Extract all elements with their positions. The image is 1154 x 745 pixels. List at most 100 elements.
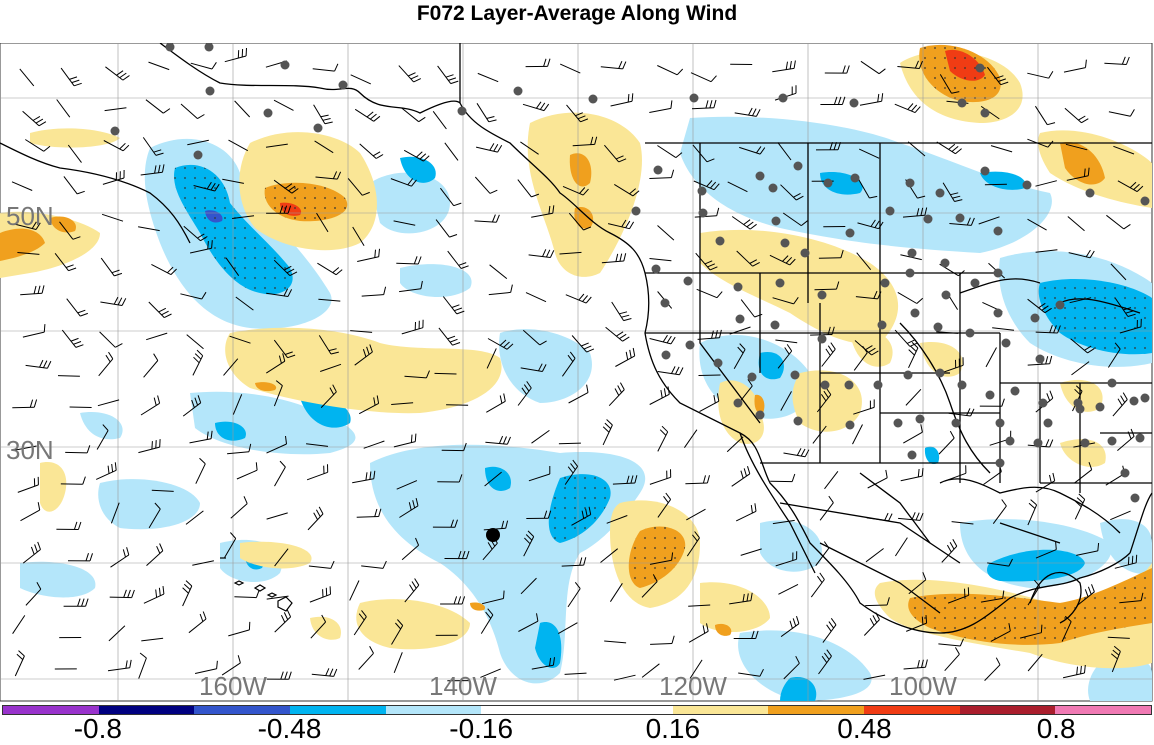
station-dot bbox=[1136, 434, 1145, 443]
station-dot bbox=[794, 162, 803, 171]
weather-map: 50N 30N 160W 140W 120W 100W bbox=[0, 43, 1154, 703]
station-dot bbox=[1121, 469, 1130, 478]
lon-label-100w: 100W bbox=[889, 671, 957, 701]
station-dot bbox=[1086, 189, 1095, 198]
station-dot bbox=[994, 269, 1003, 278]
station-dot bbox=[986, 391, 995, 400]
station-dot bbox=[779, 94, 788, 103]
station-dot bbox=[850, 99, 859, 108]
station-dot bbox=[924, 215, 933, 224]
station-dot bbox=[458, 107, 467, 116]
station-dot bbox=[589, 95, 598, 104]
station-dot bbox=[769, 184, 778, 193]
station-dot bbox=[996, 419, 1005, 428]
station-dot bbox=[941, 259, 950, 268]
station-dot bbox=[772, 217, 781, 226]
wind-barb bbox=[699, 375, 721, 376]
colorbar-label: 0.16 bbox=[646, 713, 701, 745]
station-dot bbox=[1036, 355, 1045, 364]
station-dot bbox=[906, 179, 915, 188]
station-dot bbox=[908, 249, 917, 258]
station-dot bbox=[690, 94, 699, 103]
station-dot bbox=[824, 179, 833, 188]
station-dot bbox=[894, 419, 903, 428]
station-dot bbox=[996, 459, 1005, 468]
station-dot bbox=[958, 381, 967, 390]
station-dot bbox=[846, 229, 855, 238]
station-dot bbox=[936, 369, 945, 378]
station-dot bbox=[936, 189, 945, 198]
station-dot bbox=[661, 299, 670, 308]
station-dot bbox=[994, 309, 1003, 318]
station-dot bbox=[971, 279, 980, 288]
station-dot bbox=[699, 209, 708, 218]
station-dot bbox=[1034, 439, 1043, 448]
station-dot bbox=[281, 61, 290, 70]
station-dot bbox=[1108, 379, 1117, 388]
station-dot bbox=[851, 174, 860, 183]
station-dot bbox=[1130, 397, 1139, 406]
station-dot bbox=[1002, 339, 1011, 348]
station-dot bbox=[264, 109, 273, 118]
station-dot bbox=[314, 124, 323, 133]
wind-barb bbox=[446, 405, 468, 406]
station-dot bbox=[698, 187, 707, 196]
station-dot bbox=[791, 371, 800, 380]
station-dot bbox=[1031, 314, 1040, 323]
station-dot bbox=[1076, 405, 1085, 414]
station-dot bbox=[662, 351, 671, 360]
station-dot bbox=[1056, 301, 1065, 310]
colorbar-label: -0.48 bbox=[258, 713, 322, 745]
station-dot bbox=[904, 371, 913, 380]
station-dot bbox=[1081, 439, 1090, 448]
station-dot bbox=[956, 214, 965, 223]
station-dot bbox=[654, 166, 663, 175]
station-dot bbox=[908, 451, 917, 460]
wind-barb bbox=[435, 373, 457, 374]
station-dot bbox=[514, 87, 523, 96]
wind-barb bbox=[985, 184, 1007, 185]
station-dot bbox=[874, 381, 883, 390]
station-dot bbox=[934, 323, 943, 332]
lat-label-50n: 50N bbox=[6, 201, 54, 231]
station-dot bbox=[1039, 399, 1048, 408]
station-dot bbox=[981, 109, 990, 118]
station-dot bbox=[748, 373, 757, 382]
station-dot bbox=[1006, 437, 1015, 446]
station-dot bbox=[911, 309, 920, 318]
colorbar-label: 0.8 bbox=[1037, 713, 1076, 745]
station-dot bbox=[906, 269, 915, 278]
station-dot bbox=[1011, 387, 1020, 396]
wind-barb bbox=[559, 443, 581, 444]
station-dot bbox=[734, 399, 743, 408]
station-dot bbox=[684, 277, 693, 286]
station-dot bbox=[845, 381, 854, 390]
station-dot bbox=[916, 415, 925, 424]
station-dot bbox=[818, 335, 827, 344]
station-dot bbox=[886, 207, 895, 216]
colorbar bbox=[2, 705, 1152, 715]
station-dot bbox=[632, 207, 641, 216]
colorbar-label: 0.48 bbox=[837, 713, 892, 745]
station-dot bbox=[716, 237, 725, 246]
station-dot bbox=[206, 87, 215, 96]
station-dot bbox=[756, 411, 765, 420]
lat-label-30n: 30N bbox=[6, 435, 54, 465]
station-dot bbox=[994, 227, 1003, 236]
colorbar-label: -0.16 bbox=[449, 713, 513, 745]
station-dot bbox=[1096, 403, 1105, 412]
station-dot bbox=[1141, 394, 1150, 403]
station-dot bbox=[821, 381, 830, 390]
station-dot bbox=[818, 291, 827, 300]
station-dot bbox=[776, 279, 785, 288]
station-dot bbox=[686, 341, 695, 350]
station-dot bbox=[734, 283, 743, 292]
chart-title: F072 Layer-Average Along Wind bbox=[0, 2, 1154, 26]
station-dot bbox=[1141, 197, 1150, 206]
wind-barb bbox=[58, 376, 80, 377]
station-dot bbox=[794, 417, 803, 426]
station-dot bbox=[981, 167, 990, 176]
station-dot bbox=[942, 291, 951, 300]
station-dot bbox=[846, 421, 855, 430]
station-dot bbox=[1108, 437, 1117, 446]
